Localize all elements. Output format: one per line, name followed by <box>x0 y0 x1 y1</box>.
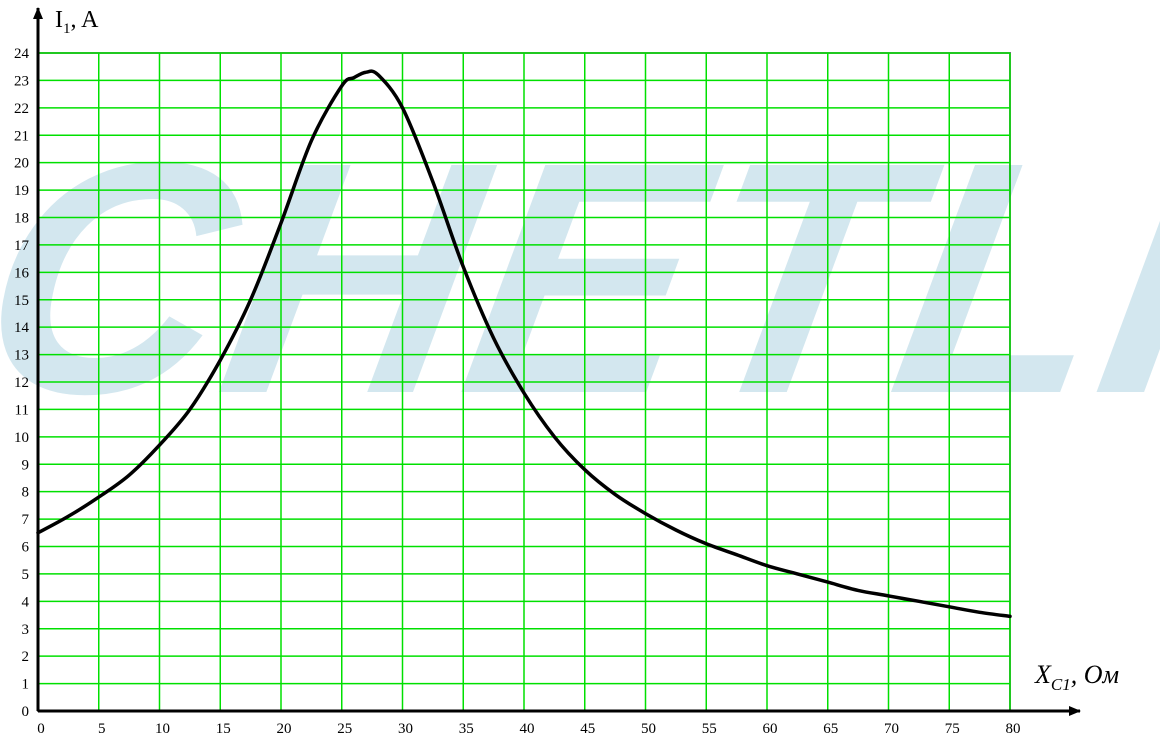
x-axis-title-unit: , Ом <box>1071 660 1119 689</box>
y-tick-label: 11 <box>15 402 29 418</box>
y-tick-label: 23 <box>14 73 29 89</box>
watermark: CHETLRU <box>0 94 1160 462</box>
y-tick-label: 17 <box>14 238 30 254</box>
y-axis-title-unit: , A <box>71 7 100 33</box>
x-tick-label: 40 <box>520 721 535 737</box>
y-axis-title-sub: 1 <box>63 21 71 37</box>
x-tick-label: 70 <box>884 721 899 737</box>
y-tick-label: 10 <box>14 430 29 446</box>
y-tick-label: 16 <box>14 265 30 281</box>
x-tick-label: 25 <box>337 721 352 737</box>
y-tick-label: 0 <box>22 704 30 720</box>
y-tick-label: 5 <box>22 567 30 583</box>
y-tick-label: 2 <box>22 649 30 665</box>
y-tick-label: 9 <box>22 457 30 473</box>
watermark-text: CHETLRU <box>0 94 1160 462</box>
x-axis-title: XC1, Ом <box>1034 660 1119 694</box>
series-group <box>36 69 1012 619</box>
y-tick-label: 13 <box>14 348 29 364</box>
x-tick-label: 5 <box>98 721 106 737</box>
x-tick-label: 0 <box>37 721 45 737</box>
y-tick-label: 20 <box>14 156 29 172</box>
x-tick-label: 65 <box>823 721 838 737</box>
y-tick-label: 21 <box>14 128 29 144</box>
y-tick-label: 3 <box>22 622 30 638</box>
y-tick-label: 7 <box>22 512 30 528</box>
x-tick-label: 60 <box>763 721 778 737</box>
y-tick-label: 6 <box>22 540 30 556</box>
y-tick-label: 15 <box>14 293 29 309</box>
x-tick-labels: 0 5 10 15 20 25 30 35 40 45 50 55 60 65 70 75 80 <box>37 721 1020 737</box>
x-tick-label: 20 <box>277 721 292 737</box>
y-tick-label: 22 <box>14 101 29 117</box>
y-tick-label: 8 <box>22 485 30 501</box>
x-tick-label: 10 <box>155 721 170 737</box>
x-axis-title-sub: C1 <box>1051 675 1071 694</box>
y-tick-label: 24 <box>14 46 30 62</box>
x-tick-label: 45 <box>580 721 595 737</box>
grid <box>38 52 1011 711</box>
x-tick-label: 50 <box>641 721 656 737</box>
y-tick-label: 19 <box>14 183 29 199</box>
series-line <box>36 69 1012 619</box>
x-tick-label: 80 <box>1006 721 1021 737</box>
x-tick-label: 75 <box>945 721 960 737</box>
y-tick-label: 1 <box>22 677 30 693</box>
x-tick-label: 15 <box>216 721 231 737</box>
y-tick-label: 14 <box>14 320 30 336</box>
y-axis-title: I1, A <box>55 7 99 37</box>
y-tick-label: 18 <box>14 211 29 227</box>
x-tick-label: 35 <box>459 721 474 737</box>
y-tick-label: 12 <box>14 375 29 391</box>
x-tick-label: 55 <box>702 721 717 737</box>
y-tick-label: 4 <box>22 594 30 610</box>
x-tick-label: 30 <box>398 721 413 737</box>
